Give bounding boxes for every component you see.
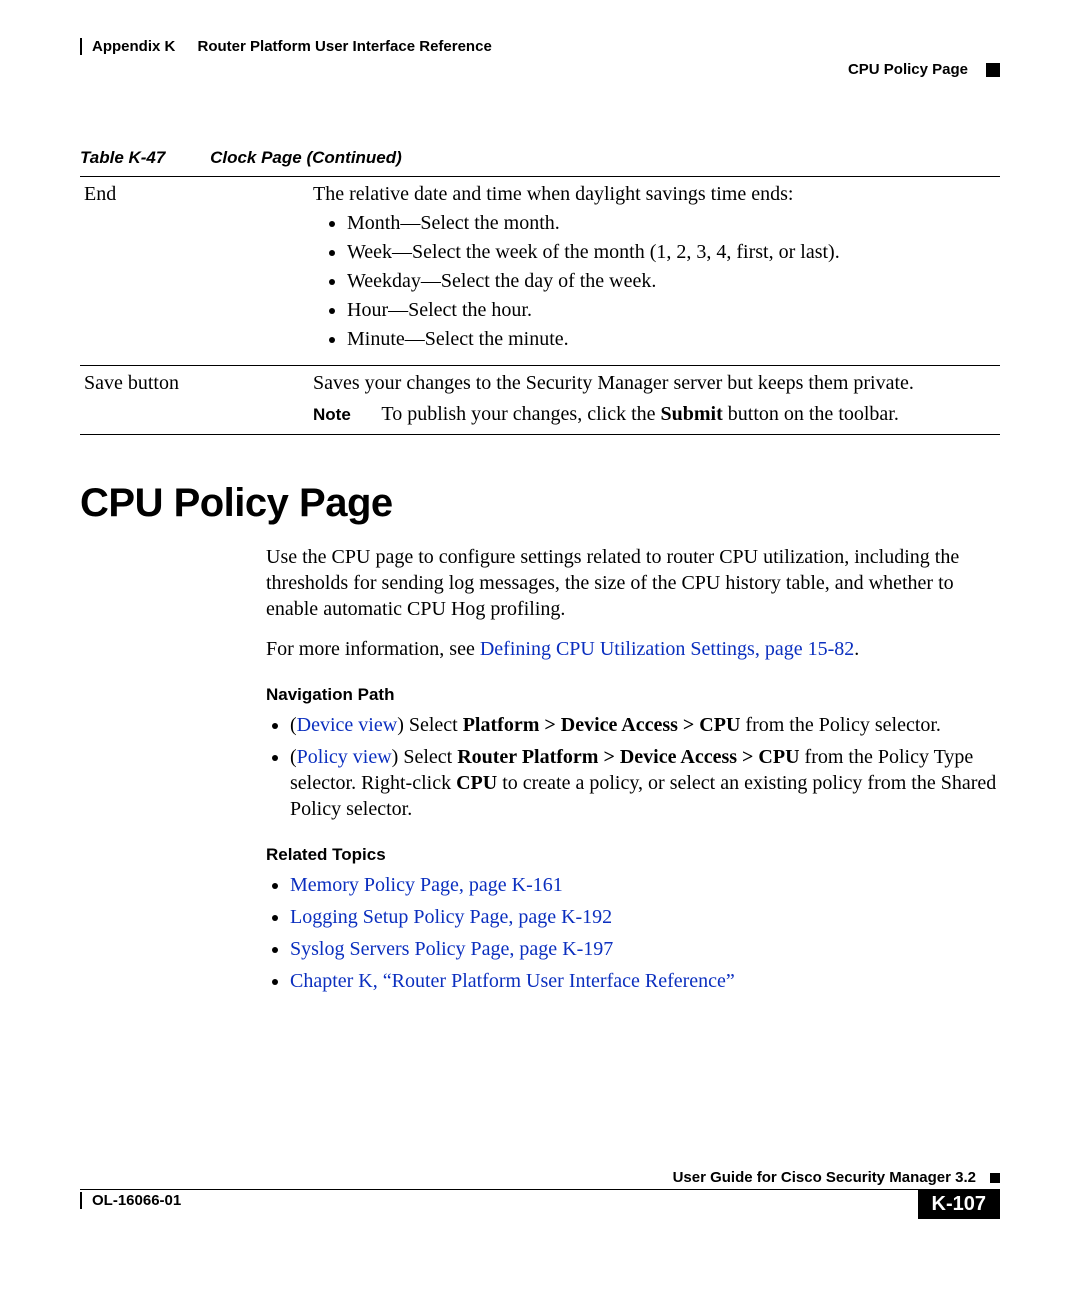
row-bullets: Month—Select the month. Week—Select the … (313, 212, 990, 351)
navigation-path-list: (Device view) Select Platform > Device A… (266, 712, 1000, 822)
related-link[interactable]: Syslog Servers Policy Page, page K-197 (290, 938, 613, 960)
table-row: End The relative date and time when dayl… (80, 177, 1000, 366)
table-caption: Table K-47 Clock Page (Continued) (80, 148, 1000, 168)
page-footer: User Guide for Cisco Security Manager 3.… (80, 1169, 1000, 1219)
note-line: Note To publish your changes, click the … (313, 403, 990, 426)
more-info-post: . (854, 638, 859, 660)
nav-bold: Platform > Device Access > CPU (463, 714, 741, 736)
header-square-icon (986, 63, 1000, 77)
related-item: Chapter K, “Router Platform User Interfa… (290, 968, 1000, 994)
header-block: Appendix K Router Platform User Interfac… (80, 38, 1000, 55)
nav-post: from the Policy selector. (740, 714, 941, 736)
note-text-bold: Submit (661, 403, 723, 425)
nav-post-bold: CPU (456, 772, 497, 794)
bullet-item: Weekday—Select the day of the week. (347, 270, 990, 293)
related-link[interactable]: Memory Policy Page, page K-161 (290, 874, 563, 896)
nav-bold: Router Platform > Device Access > CPU (457, 746, 799, 768)
guide-title: User Guide for Cisco Security Manager 3.… (673, 1169, 976, 1186)
related-item: Memory Policy Page, page K-161 (290, 872, 1000, 898)
header-section-title: CPU Policy Page (848, 61, 968, 78)
footer-square-icon (990, 1173, 1000, 1183)
intro-paragraph: Use the CPU page to configure settings r… (266, 544, 1000, 622)
related-topics-heading: Related Topics (266, 844, 1000, 866)
row-label: Save button (80, 366, 309, 435)
document-page: Appendix K Router Platform User Interfac… (0, 0, 1080, 1311)
related-topics-list: Memory Policy Page, page K-161 Logging S… (266, 872, 1000, 994)
row-content: The relative date and time when daylight… (309, 177, 1000, 366)
navigation-path-heading: Navigation Path (266, 684, 1000, 706)
doc-id: OL-16066-01 (80, 1192, 181, 1209)
note-text-post: button on the toolbar. (723, 403, 899, 425)
more-info-link[interactable]: Defining CPU Utilization Settings, page … (480, 638, 854, 660)
related-item: Logging Setup Policy Page, page K-192 (290, 904, 1000, 930)
appendix-label: Appendix K (92, 38, 175, 55)
note-label: Note (313, 405, 351, 424)
header-section-row: CPU Policy Page (80, 61, 1000, 78)
more-info-paragraph: For more information, see Defining CPU U… (266, 636, 1000, 662)
table-title: Clock Page (Continued) (210, 148, 402, 167)
related-item: Syslog Servers Policy Page, page K-197 (290, 936, 1000, 962)
nav-item: (Policy view) Select Router Platform > D… (290, 744, 1000, 822)
appendix-line: Appendix K Router Platform User Interfac… (92, 38, 1000, 55)
row-intro: Saves your changes to the Security Manag… (313, 372, 990, 395)
appendix-title: Router Platform User Interface Reference (198, 38, 492, 55)
bullet-item: Minute—Select the minute. (347, 328, 990, 351)
row-label: End (80, 177, 309, 366)
related-link[interactable]: Logging Setup Policy Page, page K-192 (290, 906, 612, 928)
page-number: K-107 (918, 1190, 1000, 1219)
nav-pre: ) Select (392, 746, 458, 768)
body-content: Use the CPU page to configure settings r… (266, 544, 1000, 994)
row-intro: The relative date and time when daylight… (313, 183, 990, 206)
nav-item: (Device view) Select Platform > Device A… (290, 712, 1000, 738)
related-link[interactable]: Chapter K, “Router Platform User Interfa… (290, 970, 735, 992)
nav-pre: ) Select (397, 714, 463, 736)
more-info-pre: For more information, see (266, 638, 480, 660)
footer-bottom: OL-16066-01 K-107 (80, 1192, 1000, 1219)
nav-link[interactable]: Device view (297, 714, 398, 736)
bullet-item: Hour—Select the hour. (347, 299, 990, 322)
table-number: Table K-47 (80, 148, 165, 167)
bullet-item: Week—Select the week of the month (1, 2,… (347, 241, 990, 264)
clock-table: End The relative date and time when dayl… (80, 176, 1000, 435)
bullet-item: Month—Select the month. (347, 212, 990, 235)
page-title: CPU Policy Page (80, 481, 1000, 526)
note-text-pre: To publish your changes, click the (381, 403, 660, 425)
nav-link[interactable]: Policy view (297, 746, 392, 768)
footer-top: User Guide for Cisco Security Manager 3.… (80, 1169, 1000, 1190)
table-row: Save button Saves your changes to the Se… (80, 366, 1000, 435)
row-content: Saves your changes to the Security Manag… (309, 366, 1000, 435)
